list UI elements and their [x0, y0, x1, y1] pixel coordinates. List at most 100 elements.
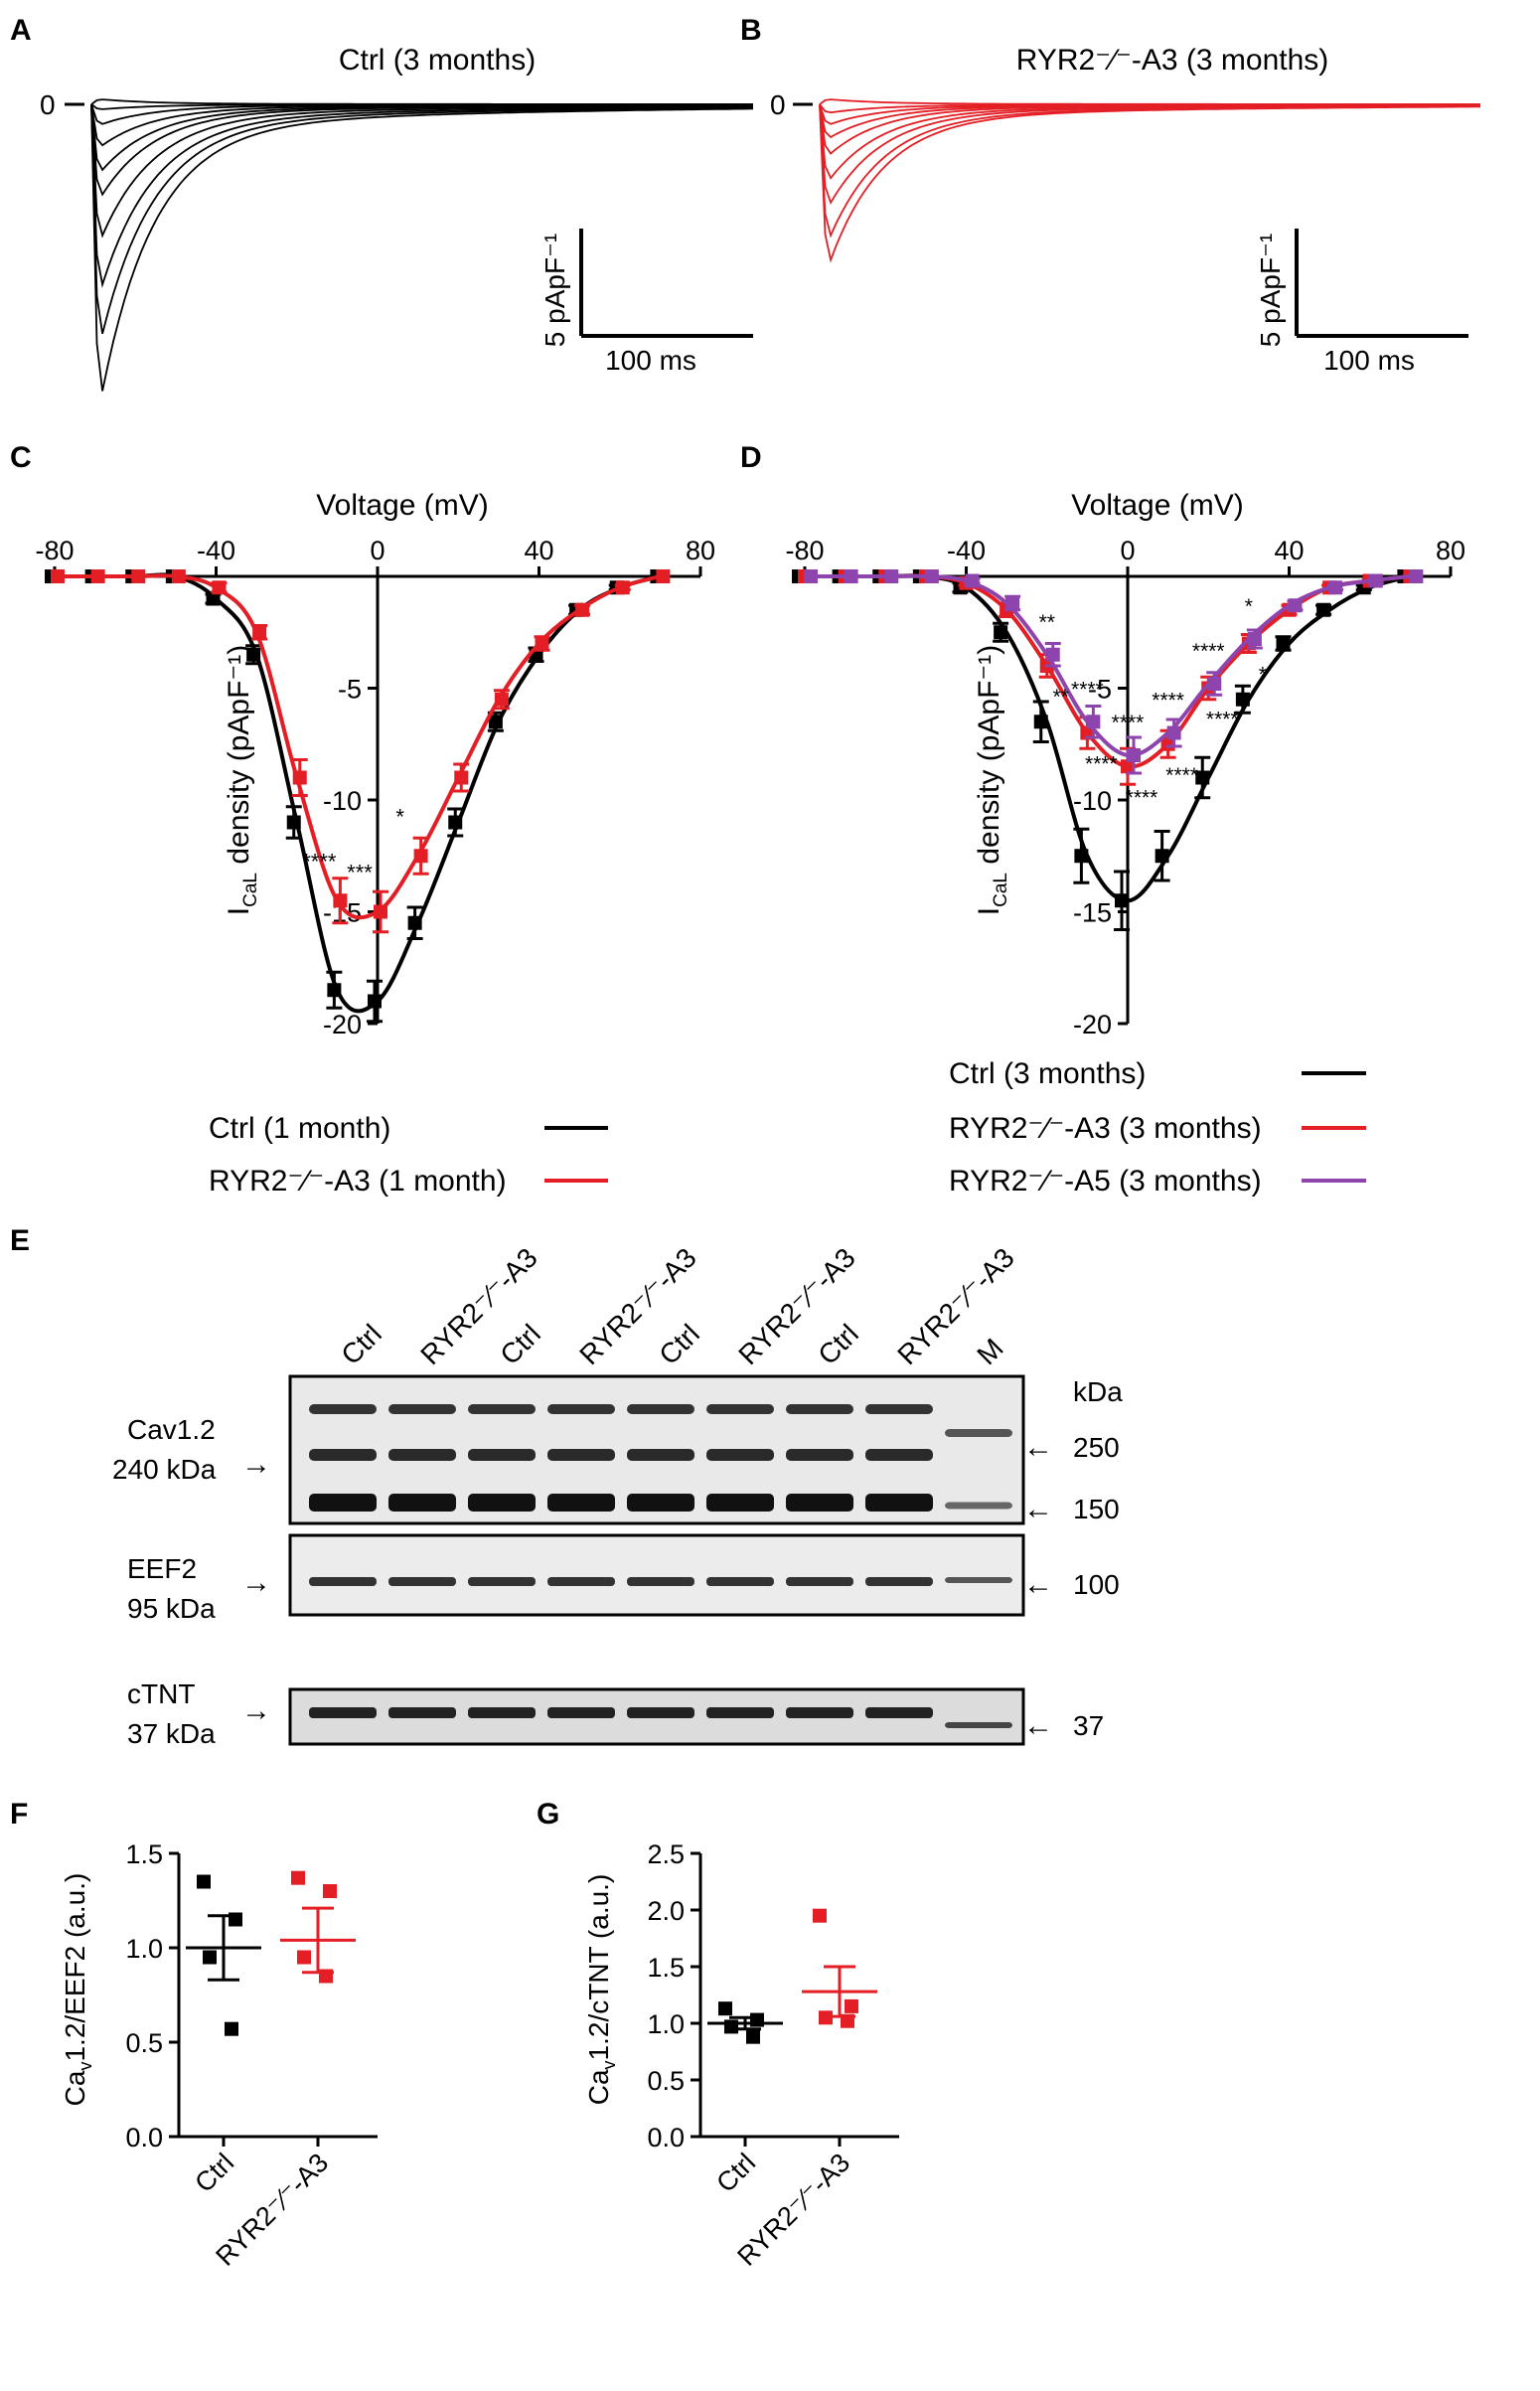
panel-c-y-axis-label-rest: density (pApF⁻¹): [223, 645, 255, 873]
panel-f-y-tick-label-3: 1.5: [125, 1839, 163, 1869]
panel-d-series-0-curve: [805, 573, 1411, 903]
panel-b-traces: RYR2⁻⁄⁻-A3 (3 months) 0 5 pApF⁻¹ 100 ms: [770, 44, 1481, 376]
panel-c-y-tick-label-3: -20: [323, 1010, 362, 1039]
panel-d-series-2-point-2: [884, 569, 899, 583]
panel-d-significance-above-0: **: [1039, 611, 1055, 634]
panel-d-x-tick-label-3: 40: [1274, 536, 1304, 565]
panel-a-scalebar-y-label: 5 pApF⁻¹: [539, 234, 570, 347]
panel-f-point-1-0: [291, 1870, 305, 1885]
blot-eef2-size: 95 kDa: [127, 1593, 216, 1624]
panel-d-x-tick-label-4: 80: [1436, 536, 1465, 565]
panel-b-trace-8: [819, 98, 1480, 105]
blot-lane-label-6: Ctrl: [812, 1319, 864, 1371]
panel-a-zero-label: 0: [40, 89, 56, 120]
panel-g-x-tick-label-0: Ctrl: [710, 2148, 761, 2198]
panel-d-series-0-point-11: [1235, 692, 1250, 707]
blot-cav-band-1-0: [388, 1404, 456, 1414]
panel-d-series-0-point-7: [1074, 849, 1089, 864]
blot-kda-header: kDa: [1073, 1376, 1123, 1407]
blot-ctnt-band-3: [547, 1707, 615, 1718]
panel-f-point-0-1: [229, 1912, 242, 1927]
panel-g-y-label-sub: v: [599, 2060, 619, 2069]
blot-ctnt-name: cTNT: [127, 1678, 195, 1709]
panel-a-scalebar-x-label: 100 ms: [605, 345, 696, 376]
blot-marker-250: 250: [1073, 1432, 1120, 1463]
panel-c-series-0-point-11: [488, 715, 503, 729]
panel-d-significance-below-0: **: [1053, 686, 1069, 709]
panel-d-x-tick-label-1: -40: [947, 536, 986, 565]
panel-f-y-label-ca: Ca: [60, 2070, 90, 2106]
blot-ctnt-band-7: [865, 1707, 933, 1718]
blot-eef2-name: EEF2: [127, 1553, 197, 1584]
blot-cav-size: 240 kDa: [112, 1454, 217, 1485]
panel-f-point-1-1: [323, 1884, 337, 1898]
panel-d-series-0-point-6: [1033, 715, 1048, 729]
panel-f-y-tick-label-1: 0.5: [125, 2028, 163, 2058]
panel-f-point-0-2: [203, 1950, 217, 1965]
panel-f-x-tick-label-0: Ctrl: [189, 2148, 239, 2198]
panel-d-y-axis-label-sub: CaL: [991, 873, 1011, 907]
blot-ctnt-size: 37 kDa: [127, 1718, 216, 1749]
panel-letter-a: A: [10, 14, 32, 47]
panel-d-series-2-point-4: [965, 573, 980, 588]
panel-c-series-1-point-10: [454, 770, 469, 785]
panel-c-iv-curve: Voltage (mV) ICaL density (pApF⁻¹) -80 -4…: [35, 489, 715, 1039]
panel-c-x-tick-label-0: -80: [35, 536, 74, 565]
blot-cav-band-0-2: [309, 1494, 377, 1512]
blot-marker-250-arrow: ←: [1023, 1431, 1053, 1464]
panel-c-x-tick-label-2: 0: [370, 536, 385, 565]
panel-d-series-2-point-11: [1247, 632, 1262, 646]
panel-d-x-tick-label-2: 0: [1120, 536, 1135, 565]
panel-g-y-tick-label-2: 1.0: [647, 2009, 685, 2039]
blot-eef2-membrane: [288, 1533, 1025, 1617]
panel-d-series-0-point-8: [1115, 893, 1129, 908]
panel-c-series-1-point-15: [656, 569, 671, 583]
panel-c-series-1-point-9: [413, 849, 428, 864]
panel-g-y-label-ca: Ca: [583, 2069, 614, 2105]
panel-d-legend: Ctrl (3 months) RYR2⁻⁄⁻-A3 (3 months) RY…: [949, 1057, 1366, 1197]
panel-d-significance-above-1: ****: [1071, 678, 1104, 701]
panel-c-series-0-point-10: [448, 815, 463, 830]
panel-c-series-1-point-0: [51, 569, 65, 583]
blot-cav-band-4-0: [627, 1404, 694, 1414]
blot-cav-band-7-1: [865, 1449, 933, 1461]
panel-a-traces: Ctrl (3 months) 0 5 pApF⁻¹ 100 ms: [40, 44, 754, 392]
panel-g-point-1-3: [841, 2013, 854, 2028]
blot-marker-37-arrow: ←: [1023, 1709, 1053, 1742]
panel-d-x-tick-label-0: -80: [785, 536, 824, 565]
panel-d-series-2-point-10: [1207, 677, 1222, 691]
panel-c-y-axis-label: ICaL density (pApF⁻¹): [223, 645, 261, 915]
panel-d-series-0-point-13: [1316, 602, 1331, 617]
panel-a-trace-1: [90, 103, 753, 335]
panel-a-trace-2: [90, 103, 753, 288]
blot-cav-arrow: →: [241, 1448, 271, 1481]
panel-d-significance-below-4: ****: [1206, 709, 1239, 731]
panel-g-y-tick-label-4: 2.0: [647, 1896, 685, 1926]
blot-ctnt-band-6: [786, 1707, 853, 1718]
panel-g-y-label-rest: 1.2/cTNT (a.u.): [583, 1874, 614, 2061]
panel-c-legend: Ctrl (1 month) RYR2⁻⁄⁻-A3 (1 month): [209, 1112, 608, 1197]
panel-f-point-1-2: [297, 1950, 311, 1965]
panel-c-series-1-point-1: [90, 569, 105, 583]
blot-ctnt-band-2: [468, 1707, 536, 1718]
blot-cav-band-3-0: [547, 1404, 615, 1414]
blot-marker-100-arrow: ←: [1023, 1568, 1053, 1601]
blot-lane-label-2: Ctrl: [494, 1319, 546, 1371]
blot-cav-band-8-0: [945, 1429, 1012, 1437]
panel-letter-d: D: [740, 441, 762, 474]
panel-c-series-0-point-7: [327, 983, 342, 998]
panel-a-trace-0: [90, 103, 754, 392]
blot-eef2-arrow: →: [241, 1566, 271, 1599]
blot-cav-band-6-2: [786, 1494, 853, 1512]
panel-d-series-2-point-13: [1328, 580, 1343, 595]
panel-letter-e: E: [10, 1224, 30, 1257]
panel-a-trace-3: [90, 103, 754, 239]
panel-d-series-2-point-15: [1409, 569, 1424, 583]
panel-c-series-1-point-14: [615, 580, 630, 595]
panel-c-x-axis-label: Voltage (mV): [316, 489, 488, 522]
legend-c-ctrl-label: Ctrl (1 month): [209, 1112, 390, 1145]
blot-marker-150: 150: [1073, 1494, 1120, 1524]
blot-cav-band-8-1: [945, 1502, 1012, 1510]
blot-marker-100: 100: [1073, 1569, 1120, 1600]
